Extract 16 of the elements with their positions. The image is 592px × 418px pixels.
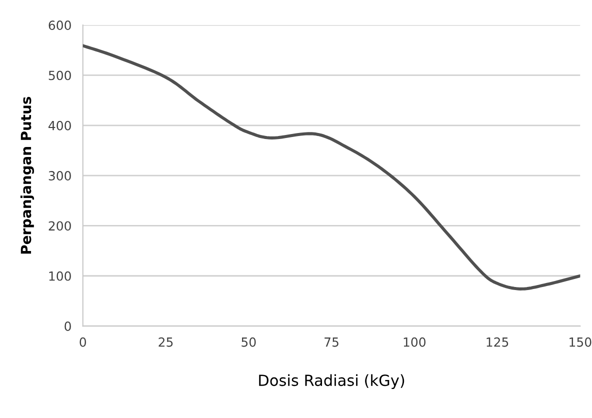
x-tick-label: 25 bbox=[158, 337, 173, 347]
y-tick-label: 400 bbox=[48, 120, 71, 130]
y-tick-label: 200 bbox=[48, 221, 71, 231]
y-tick-label: 0 bbox=[64, 322, 71, 331]
x-axis-title: Dosis Radiasi (kGy) bbox=[259, 374, 404, 390]
y-tick-label: 600 bbox=[48, 20, 71, 30]
x-tick-label: 0 bbox=[80, 337, 86, 347]
x-tick-label: 150 bbox=[570, 337, 592, 347]
y-tick-label: 100 bbox=[49, 271, 71, 281]
y-axis-title: Perpanjangan Putus bbox=[20, 96, 34, 254]
y-tick-label: 500 bbox=[48, 70, 71, 80]
x-tick-label: 125 bbox=[486, 337, 508, 347]
x-tick-label: 50 bbox=[242, 337, 256, 347]
y-tick-label: 300 bbox=[48, 171, 71, 180]
x-tick-label: 100 bbox=[404, 337, 426, 347]
x-tick-label: 75 bbox=[324, 338, 338, 347]
